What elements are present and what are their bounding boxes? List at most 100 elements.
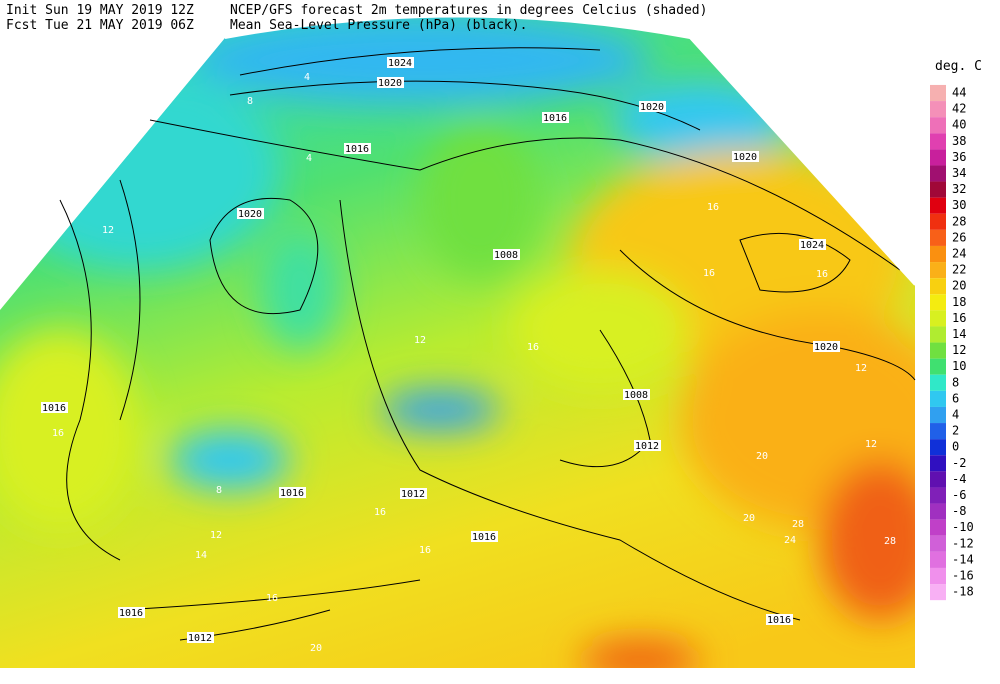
isobar-label-bg (387, 57, 414, 68)
colorbar-swatch (930, 101, 946, 118)
isobar-label-bg (377, 77, 404, 88)
colorbar-label: 14 (952, 327, 966, 341)
colorbar-swatch (930, 245, 946, 263)
colorbar-swatch (930, 567, 946, 585)
colorbar-label: 16 (952, 311, 966, 325)
colorbar-label: 34 (952, 166, 966, 180)
colorbar-swatch (930, 117, 946, 134)
colorbar-label: 38 (952, 134, 966, 148)
colorbar: 4442403836343230282624222018161412108642… (930, 84, 974, 601)
colorbar-unit: deg. C (935, 59, 982, 74)
isobar-label-bg (118, 607, 145, 618)
isobar-label: 1008 (494, 250, 518, 261)
colorbar-label: 12 (952, 343, 966, 357)
isobar-label-bg (766, 614, 793, 625)
isobar-label-bg (813, 341, 840, 352)
map-title: NCEP/GFS forecast 2m temperatures in deg… (230, 3, 707, 18)
isobar-label-bg (639, 101, 666, 112)
temperature-label: 12 (865, 439, 877, 450)
colorbar-swatch (930, 423, 946, 440)
temperature-label: 4 (306, 153, 312, 164)
colorbar-label: 22 (952, 263, 966, 277)
temperature-label: 16 (707, 202, 719, 213)
map-edge (224, 15, 916, 286)
temperature-label: 16 (419, 545, 431, 556)
colorbar-label: -8 (952, 504, 966, 518)
temperature-label: 4 (304, 72, 310, 83)
colorbar-swatch (930, 133, 946, 150)
temperature-label: 24 (784, 535, 796, 546)
colorbar-swatch (930, 439, 946, 456)
colorbar-swatch (930, 374, 946, 391)
isobars (59, 47, 916, 641)
colorbar-label: 18 (952, 295, 966, 309)
isobar-label-bg (187, 632, 214, 643)
isobar-label-bg (493, 249, 520, 260)
temperature-label: 28 (884, 536, 896, 547)
isobar-label: 1016 (472, 532, 496, 543)
isobar-label-bg (41, 402, 68, 413)
isobar-label: 1016 (345, 144, 369, 155)
colorbar-swatch (930, 294, 946, 311)
colorbar-label: 44 (952, 86, 966, 100)
isobar-label: 1016 (543, 113, 567, 124)
colorbar-swatch (930, 584, 946, 601)
isobar-label: 1020 (640, 102, 664, 113)
temperature-field (0, 16, 915, 668)
isobar-label: 1020 (238, 209, 262, 220)
map-labels: 1024 1020 1016 1020 1016 1020 1020 1024 1020 1008… (41, 57, 896, 654)
colorbar-swatch (930, 326, 946, 343)
isobar-label: 1012 (188, 633, 212, 644)
colorbar-label: 28 (952, 214, 966, 228)
isobar-label: 1020 (814, 342, 838, 353)
temperature-label: 14 (195, 550, 207, 561)
colorbar-label: -4 (952, 472, 966, 486)
isobar-label: 1016 (42, 403, 66, 414)
colorbar-swatch (930, 358, 946, 375)
colorbar-swatch (930, 471, 946, 488)
isobar-label: 1016 (280, 488, 304, 499)
colorbar-label: -16 (952, 569, 974, 583)
isobar-label-bg (400, 488, 427, 499)
colorbar-label: -14 (952, 552, 974, 566)
colorbar-label: -12 (952, 536, 974, 550)
colorbar-swatch (930, 229, 946, 246)
colorbar-label: 0 (952, 440, 959, 454)
isobar-label: 1016 (119, 608, 143, 619)
colorbar-label: 24 (952, 247, 966, 261)
temperature-label: 28 (792, 519, 804, 530)
temperature-label: 20 (743, 513, 755, 524)
colorbar-label: 26 (952, 230, 966, 244)
colorbar-label: 36 (952, 150, 966, 164)
colorbar-swatch (930, 278, 946, 295)
colorbar-label: 20 (952, 279, 966, 293)
isobar-label: 1024 (800, 240, 824, 251)
temperature-label: 12 (210, 530, 222, 541)
temperature-label: 12 (855, 363, 867, 374)
temperature-label: 16 (816, 269, 828, 280)
colorbar-label: -6 (952, 488, 966, 502)
colorbar-swatch (930, 310, 946, 327)
isobar-label: 1024 (388, 58, 412, 69)
colorbar-label: -10 (952, 520, 974, 534)
colorbar-label: 42 (952, 102, 966, 116)
colorbar-label: 30 (952, 198, 966, 212)
isobar-label-bg (279, 487, 306, 498)
map-subtitle: Mean Sea-Level Pressure (hPa) (black). (230, 18, 527, 33)
isobar-label: 1020 (733, 152, 757, 163)
temperature-label: 16 (52, 428, 64, 439)
temperature-label: 16 (703, 268, 715, 279)
colorbar-swatch (930, 342, 946, 359)
colorbar-swatch (930, 213, 946, 230)
colorbar-swatch (930, 149, 946, 166)
colorbar-swatch (930, 551, 946, 568)
colorbar-swatch (930, 197, 946, 214)
isobar-label: 1008 (624, 390, 648, 401)
colorbar-swatch (930, 519, 946, 536)
isobar-label-bg (799, 239, 826, 250)
colorbar-label: 6 (952, 391, 959, 405)
colorbar-swatch (930, 503, 946, 520)
fcst-line: Fcst Tue 21 MAY 2019 06Z (6, 18, 194, 33)
temperature-label: 16 (266, 593, 278, 604)
temperature-label: 12 (102, 225, 114, 236)
